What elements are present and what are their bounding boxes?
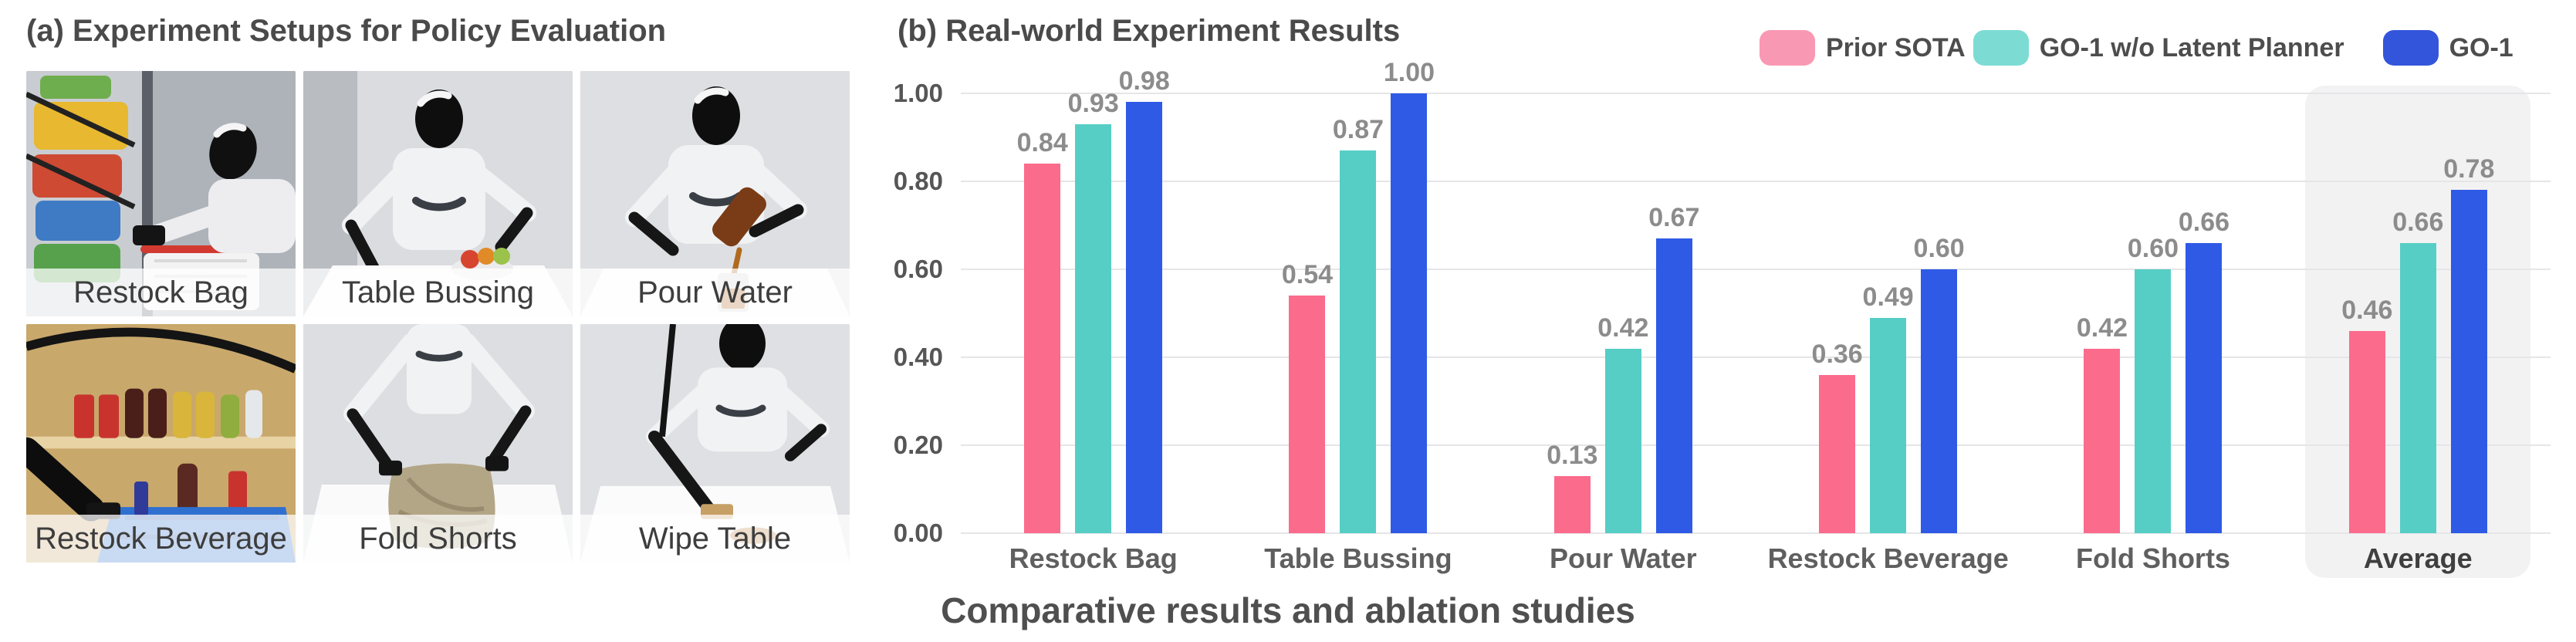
- category-label: Restock Beverage: [1767, 542, 2009, 574]
- bar-group-average: 0.46 0.66 0.78 Average: [2286, 93, 2551, 574]
- figure-caption: Comparative results and ablation studies: [941, 590, 1635, 630]
- bar: 0.36: [1812, 340, 1863, 533]
- bar-value-label: 0.36: [1811, 339, 1863, 369]
- bar-groups: 0.84 0.93 0.98 Restock Bag 0.54 0.87 1.00 Table…: [961, 58, 2551, 574]
- photo-tile-restock-bag: Restock Bag: [26, 71, 296, 316]
- legend-item-prior-sota: Prior SOTA: [1760, 30, 1966, 66]
- y-axis-tick: 1.00: [893, 79, 943, 107]
- category-label: Restock Bag: [1009, 542, 1178, 574]
- bar: 0.66: [2179, 208, 2229, 533]
- photo-tile-pour-water: Pour Water: [580, 71, 850, 316]
- legend-label: GO-1 w/o Latent Planner: [2039, 32, 2344, 63]
- results-bar-chart: 0.84 0.93 0.98 Restock Bag 0.54 0.87 1.00 Table…: [961, 58, 2551, 578]
- bar-value-label: 0.49: [1862, 282, 1914, 312]
- photo-label: Wipe Table: [638, 521, 792, 556]
- bar-group-restock-beverage: 0.36 0.49 0.60 Restock Beverage: [1756, 93, 2020, 574]
- gridline: [961, 356, 2551, 358]
- bar-value-label: 0.46: [2341, 295, 2393, 325]
- bar: 0.84: [1017, 128, 1068, 533]
- go1-wo-latent-planner-swatch-icon: [1973, 30, 2029, 66]
- bar-value-label: 0.87: [1332, 115, 1384, 145]
- y-axis-tick: 0.40: [893, 343, 943, 371]
- photo-label: Fold Shorts: [359, 521, 517, 556]
- bar-value-label: 0.93: [1067, 88, 1119, 118]
- bar: 0.93: [1068, 89, 1119, 533]
- bar-group-table-bussing: 0.54 0.87 1.00 Table Bussing: [1225, 58, 1490, 574]
- bar: 0.54: [1282, 260, 1333, 533]
- photo-label-strip: Pour Water: [580, 269, 850, 316]
- legend-item-go1-wo-latent-planner: GO-1 w/o Latent Planner: [1973, 30, 2344, 66]
- photo-label-strip: Fold Shorts: [303, 515, 573, 563]
- bar: 0.46: [2341, 296, 2392, 533]
- bar: 0.13: [1547, 441, 1597, 533]
- bar: 0.49: [1863, 282, 1914, 533]
- y-axis-tick: 0.00: [893, 519, 943, 547]
- photo-label-strip: Restock Beverage: [26, 515, 296, 563]
- gridline: [961, 269, 2551, 270]
- category-label: Pour Water: [1549, 542, 1697, 574]
- gridline: [961, 93, 2551, 94]
- bar: 0.67: [1648, 203, 1699, 533]
- bar-value-label: 0.84: [1016, 128, 1068, 158]
- category-label: Average: [2363, 542, 2473, 574]
- panel-b-title: (b) Real-world Experiment Results: [898, 14, 1401, 48]
- bar-value-label: 1.00: [1383, 58, 1435, 87]
- bar: 1.00: [1384, 58, 1435, 533]
- category-label: Table Bussing: [1264, 542, 1452, 574]
- bar: 0.42: [2077, 313, 2128, 533]
- gridline: [961, 532, 2551, 534]
- bar-value-label: 0.54: [1281, 260, 1334, 290]
- bar-value-label: 0.78: [2443, 154, 2495, 184]
- bar-group-restock-bag: 0.84 0.93 0.98 Restock Bag: [961, 66, 1225, 574]
- bar-value-label: 0.66: [2392, 207, 2444, 237]
- panel-a-title: (a) Experiment Setups for Policy Evaluat…: [26, 14, 667, 48]
- legend-label: GO-1: [2449, 32, 2513, 63]
- y-axis-tick: 0.80: [893, 167, 943, 195]
- bar-value-label: 0.13: [1547, 440, 1598, 470]
- go1-swatch-icon: [2382, 30, 2439, 66]
- category-label: Fold Shorts: [2075, 542, 2230, 574]
- chart-legend: Prior SOTA GO-1 w/o Latent Planner GO-1: [1760, 29, 2513, 66]
- photo-tile-table-bussing: Table Bussing: [303, 71, 573, 316]
- gridline: [961, 181, 2551, 182]
- bar: 0.87: [1333, 115, 1384, 533]
- y-axis-tick-labels: 0.00 0.20 0.40 0.60 0.80 1.00: [843, 79, 943, 547]
- photo-label-strip: Wipe Table: [580, 515, 850, 563]
- y-axis-tick: 0.60: [893, 255, 943, 283]
- prior-sota-swatch-icon: [1760, 30, 1815, 66]
- y-axis-tick: 0.20: [893, 431, 943, 459]
- photo-label-strip: Restock Bag: [26, 269, 296, 316]
- bar-group-pour-water: 0.13 0.42 0.67 Pour Water: [1491, 93, 1756, 574]
- photo-tile-restock-beverage: Restock Beverage: [26, 324, 296, 563]
- photo-label: Table Bussing: [341, 275, 535, 309]
- bar: 0.42: [1597, 313, 1648, 533]
- bar-value-label: 0.66: [2178, 207, 2230, 237]
- bar: 0.66: [2392, 208, 2443, 533]
- bar-value-label: 0.60: [1913, 234, 1965, 263]
- bar-value-label: 0.42: [2076, 313, 2128, 343]
- legend-label: Prior SOTA: [1826, 32, 1966, 63]
- bar: 0.60: [2128, 234, 2179, 533]
- photo-label: Pour Water: [637, 275, 793, 309]
- photo-label-strip: Table Bussing: [303, 269, 573, 316]
- bar-value-label: 0.67: [1648, 203, 1700, 233]
- bar-value-label: 0.60: [2127, 234, 2179, 263]
- bar-group-fold-shorts: 0.42 0.60 0.66 Fold Shorts: [2020, 93, 2285, 574]
- bar: 0.60: [1914, 234, 1965, 533]
- bar: 0.98: [1119, 66, 1170, 533]
- photo-label: Restock Beverage: [35, 521, 287, 556]
- photo-tile-fold-shorts: Fold Shorts: [303, 324, 573, 563]
- bar-value-label: 0.42: [1597, 313, 1649, 343]
- legend-item-go1: GO-1: [2382, 30, 2513, 66]
- gridline: [961, 444, 2551, 446]
- bar: 0.78: [2443, 154, 2494, 533]
- bar-value-label: 0.98: [1118, 66, 1170, 96]
- photo-label: Restock Bag: [73, 275, 248, 309]
- photo-tile-wipe-table: Wipe Table: [580, 324, 850, 563]
